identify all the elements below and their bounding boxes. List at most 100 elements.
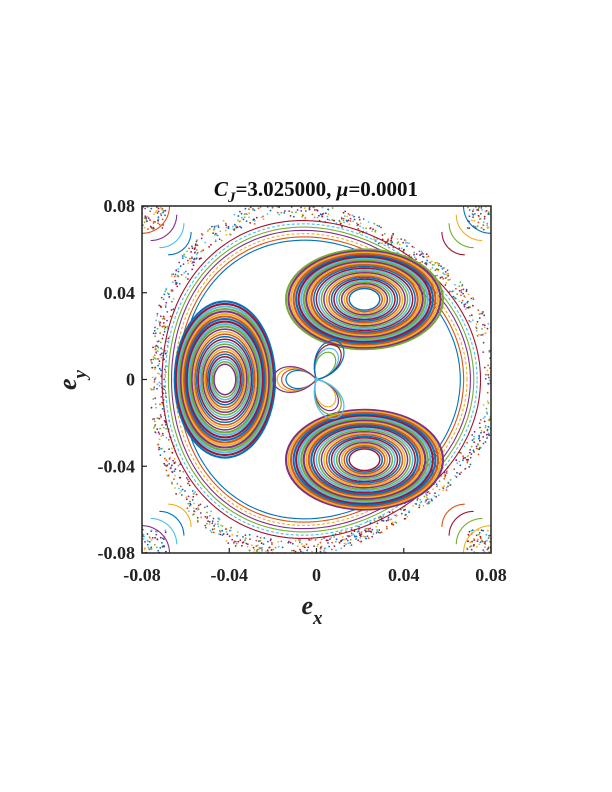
island-curve xyxy=(194,333,256,426)
chaos-point xyxy=(468,320,471,322)
chaos-point xyxy=(374,230,377,233)
chaos-point xyxy=(403,517,406,520)
island-curve xyxy=(187,323,262,436)
chaos-point xyxy=(204,506,206,509)
chaos-point xyxy=(466,461,469,464)
chaos-point xyxy=(495,418,497,420)
chaos-point xyxy=(429,500,431,503)
chaos-point xyxy=(166,340,169,343)
chaos-point xyxy=(376,530,379,533)
chaos-point xyxy=(425,496,428,499)
chaos-point xyxy=(155,533,158,536)
chaos-point xyxy=(444,284,447,286)
chaos-point xyxy=(170,447,173,450)
chaos-point xyxy=(167,439,170,441)
chaos-point xyxy=(372,228,374,231)
chaos-point xyxy=(442,272,445,275)
chaos-point xyxy=(258,546,261,549)
chaos-point xyxy=(156,345,159,348)
chaos-point xyxy=(482,436,485,438)
chaos-point xyxy=(439,276,442,279)
chaos-point xyxy=(475,534,478,537)
chaos-point xyxy=(245,542,248,545)
chaos-point xyxy=(467,540,469,543)
chaos-point xyxy=(462,457,465,460)
chaos-point xyxy=(289,215,292,217)
chaos-point xyxy=(387,518,390,521)
chaos-point xyxy=(162,334,165,336)
chaos-point xyxy=(345,538,348,540)
chaos-point xyxy=(455,476,458,478)
chaos-point xyxy=(392,232,394,235)
chaos-point xyxy=(303,544,306,547)
chaos-point xyxy=(206,522,208,525)
chaos-point xyxy=(243,213,246,216)
chaos-point xyxy=(182,470,185,473)
chaos-point xyxy=(154,326,156,329)
chaos-point xyxy=(460,471,463,474)
chaos-point xyxy=(459,473,461,476)
island-curve xyxy=(205,350,245,409)
chaos-point xyxy=(458,289,461,292)
chaos-point xyxy=(158,381,161,384)
chaos-point xyxy=(482,224,485,227)
chaos-point xyxy=(196,251,199,254)
chaos-point xyxy=(475,323,478,326)
chaos-point xyxy=(464,456,466,459)
chaos-point xyxy=(140,544,142,546)
chaos-point xyxy=(494,397,496,399)
chaos-point xyxy=(461,284,464,286)
chaos-point xyxy=(222,219,225,222)
chaos-point xyxy=(492,428,494,430)
island-curve xyxy=(313,426,416,494)
x-tick-label: 0.04 xyxy=(388,565,420,585)
chaos-point xyxy=(279,554,281,556)
chaos-point xyxy=(375,525,378,528)
chaos-point xyxy=(486,428,489,431)
chaos-point xyxy=(454,475,457,477)
chaos-point xyxy=(340,531,343,534)
chaos-point xyxy=(231,533,234,536)
island-curve xyxy=(335,440,394,480)
chaos-point xyxy=(443,267,445,269)
chaos-point xyxy=(484,210,487,213)
chaos-point xyxy=(346,215,349,218)
chaos-point xyxy=(261,554,263,556)
chaos-point xyxy=(157,364,160,367)
chaos-point xyxy=(173,275,176,278)
chaos-point xyxy=(189,257,191,260)
chaos-point xyxy=(501,390,503,392)
chaos-point xyxy=(213,525,216,527)
corner-curve xyxy=(150,214,178,242)
chaos-point xyxy=(473,219,476,222)
chaos-point xyxy=(269,209,272,212)
chaos-point xyxy=(155,350,158,353)
chaos-point xyxy=(218,518,221,521)
chaos-point xyxy=(162,298,165,301)
chaos-point xyxy=(483,324,486,327)
chaos-point xyxy=(496,384,498,386)
chaos-point xyxy=(153,354,156,357)
chaos-point xyxy=(285,203,287,205)
chaos-point xyxy=(154,211,157,214)
corner-curve xyxy=(462,525,491,553)
chaos-point xyxy=(256,535,259,538)
chaos-point xyxy=(487,382,489,385)
chaos-point xyxy=(326,218,329,221)
chaos-point xyxy=(465,288,468,291)
chaos-point xyxy=(229,529,232,532)
chaos-point xyxy=(484,415,486,418)
chaos-point xyxy=(308,202,310,204)
chaos-point xyxy=(496,409,498,411)
chaos-point xyxy=(488,534,490,537)
chaos-point xyxy=(304,218,307,220)
chaos-point xyxy=(217,525,220,528)
chaos-point xyxy=(159,403,161,406)
corner-curve xyxy=(455,214,483,242)
chaos-point xyxy=(416,497,419,500)
chaos-point xyxy=(154,345,157,348)
chaos-point xyxy=(171,482,174,485)
chaos-point xyxy=(192,261,194,263)
chaos-point xyxy=(187,510,190,512)
chaos-point xyxy=(468,227,471,230)
